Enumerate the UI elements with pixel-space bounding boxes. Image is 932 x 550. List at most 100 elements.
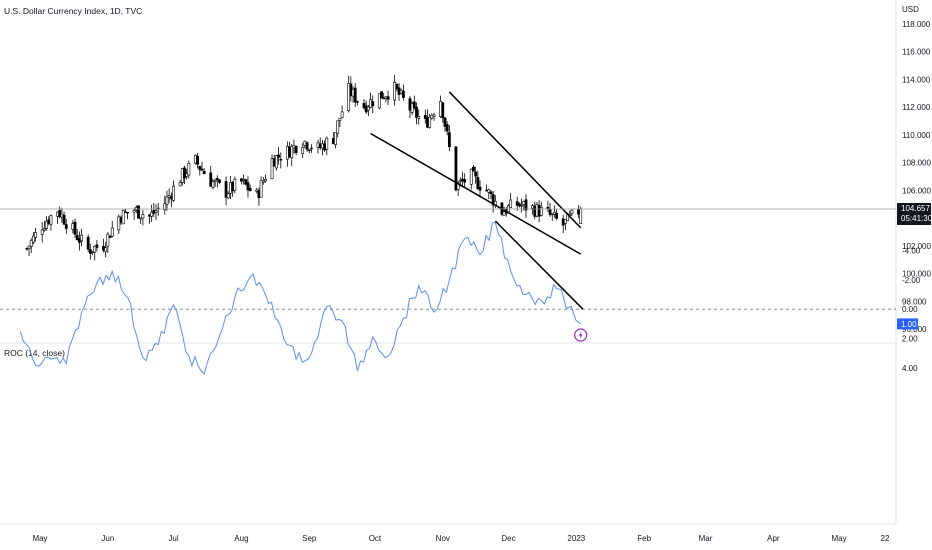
time-tick-label: 2023	[567, 534, 585, 543]
candle-body	[318, 143, 322, 149]
candle-body	[456, 182, 460, 190]
candle	[194, 154, 197, 165]
candle	[553, 205, 556, 218]
candle	[428, 114, 432, 129]
candle	[275, 154, 278, 171]
candle-body	[533, 206, 537, 217]
candle-body	[29, 240, 33, 247]
candle-body	[426, 117, 429, 128]
candle	[102, 238, 105, 253]
candle-body	[353, 87, 357, 103]
candle-body	[577, 209, 580, 215]
candle-body	[485, 189, 488, 192]
candle	[178, 179, 182, 187]
candle-body	[356, 101, 359, 103]
candle-body	[139, 217, 143, 220]
candle	[261, 177, 265, 185]
candle-body	[264, 178, 267, 182]
candle-body	[415, 106, 418, 118]
candle-body	[141, 214, 145, 219]
candle	[64, 218, 68, 234]
candle-body	[331, 138, 335, 145]
candle	[334, 132, 337, 149]
candle	[320, 140, 324, 156]
candle-body	[555, 212, 559, 219]
candle-body	[397, 87, 401, 95]
price-tick-label: 96.000	[902, 325, 927, 334]
candle	[439, 95, 443, 119]
candle	[509, 193, 513, 209]
candle-body	[165, 196, 169, 205]
price-tick-label: 98.000	[902, 297, 927, 306]
candle-body	[347, 83, 351, 111]
candle	[472, 164, 475, 172]
candle-body	[75, 235, 79, 241]
candle	[443, 117, 447, 132]
price-tick-label: 118.000	[902, 20, 931, 29]
time-tick-label: Mar	[699, 534, 713, 543]
candle	[285, 141, 289, 167]
candle	[410, 101, 414, 115]
candle-body	[102, 245, 105, 251]
candle-body	[371, 101, 375, 107]
candle	[463, 173, 467, 189]
currency-label: USD	[902, 5, 919, 14]
candle-body	[502, 211, 506, 216]
candle	[351, 86, 355, 103]
roc-indicator-title[interactable]: ROC (14, close)	[4, 348, 65, 358]
price-tick-label: 116.000	[902, 48, 931, 57]
candle	[75, 229, 79, 241]
candle-body	[272, 158, 276, 167]
candle	[224, 176, 228, 206]
candle-body	[213, 179, 217, 183]
time-tick-label: Dec	[501, 534, 515, 543]
candle-body	[154, 210, 158, 213]
candle-body	[78, 238, 81, 243]
time-tick-label: May	[831, 534, 846, 543]
price-tick-label: 102.000	[902, 242, 931, 251]
candle-body	[472, 166, 475, 172]
candle	[550, 213, 554, 221]
bar-countdown: 05:41:30	[901, 214, 932, 223]
candle-body	[430, 114, 434, 119]
candle-body	[336, 120, 340, 134]
candle	[32, 231, 35, 245]
candle-body	[93, 245, 97, 253]
candle-body	[163, 203, 167, 211]
candle	[395, 83, 399, 92]
candle	[305, 141, 309, 152]
candle	[397, 82, 401, 102]
candle	[259, 176, 263, 198]
candle-body	[380, 91, 383, 99]
candle-body	[290, 146, 294, 159]
roc-trendline[interactable]	[494, 220, 584, 310]
roc-trendlines[interactable]	[494, 220, 584, 310]
candle-body	[377, 93, 381, 109]
candle	[110, 221, 114, 238]
candle-body	[307, 149, 311, 152]
candle-body	[338, 118, 342, 121]
symbol-title[interactable]: U.S. Dollar Currency Index, 1D, TVC	[4, 6, 142, 16]
candle-body	[546, 207, 550, 209]
candle-body	[80, 234, 83, 242]
candle	[318, 137, 322, 150]
candle	[279, 152, 283, 169]
lightning-bolt-icon[interactable]	[574, 328, 588, 342]
candle	[353, 83, 357, 108]
candle	[255, 187, 259, 194]
trendline-upper[interactable]	[448, 91, 582, 229]
trendline-lower[interactable]	[370, 132, 582, 255]
candle	[489, 190, 493, 199]
candle-body	[185, 173, 189, 177]
candle	[167, 188, 171, 204]
candle-body	[231, 181, 235, 192]
candle-body	[458, 179, 462, 182]
candle-body	[246, 182, 250, 191]
price-trendlines[interactable]	[370, 91, 582, 255]
candle	[570, 209, 574, 217]
candle	[548, 202, 552, 217]
candle	[34, 227, 38, 242]
candle	[226, 191, 230, 200]
candle-body	[49, 215, 53, 225]
